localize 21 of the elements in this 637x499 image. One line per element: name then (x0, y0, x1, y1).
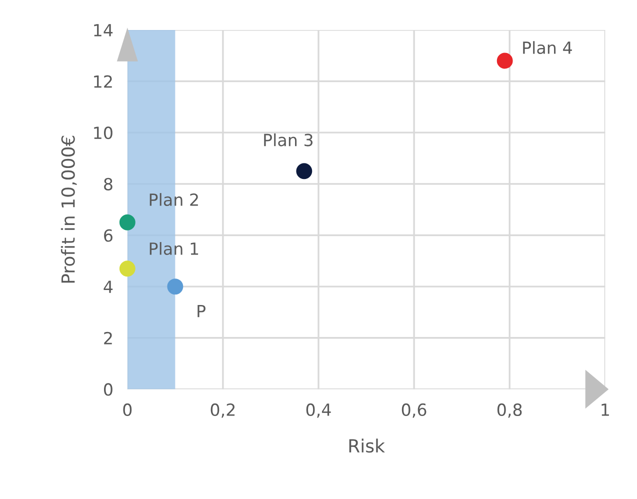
x-tick-label: 0,2 (210, 403, 235, 418)
annotation: Plan 1 (150, 242, 198, 255)
y-tick-label: 0 (104, 383, 112, 396)
y-tick-label: 8 (104, 178, 112, 190)
annotation: Plan 2 (150, 193, 198, 206)
x-tick-label: 0,6 (402, 403, 426, 418)
y-tick-label: 2 (104, 332, 112, 344)
x-tick-label: 0,8 (497, 403, 522, 418)
y-tick-label: 10 (94, 126, 112, 140)
y-tick-label: 12 (94, 75, 112, 88)
x-tick-label: 0,4 (306, 403, 331, 418)
annotation: Plan 3 (264, 133, 313, 146)
x-tick-label: 0 (123, 403, 132, 416)
x-tick-label: 1 (602, 404, 609, 416)
y-tick-label: 6 (104, 229, 112, 242)
y-tick-label: 4 (104, 280, 113, 293)
annotation: Plan 4 (523, 41, 572, 54)
annotation: P (198, 304, 206, 318)
x-axis-title: Risk (349, 438, 385, 453)
y-axis-title: Profit in 10,000€ (60, 136, 77, 283)
y-tick-label: 14 (94, 24, 113, 36)
